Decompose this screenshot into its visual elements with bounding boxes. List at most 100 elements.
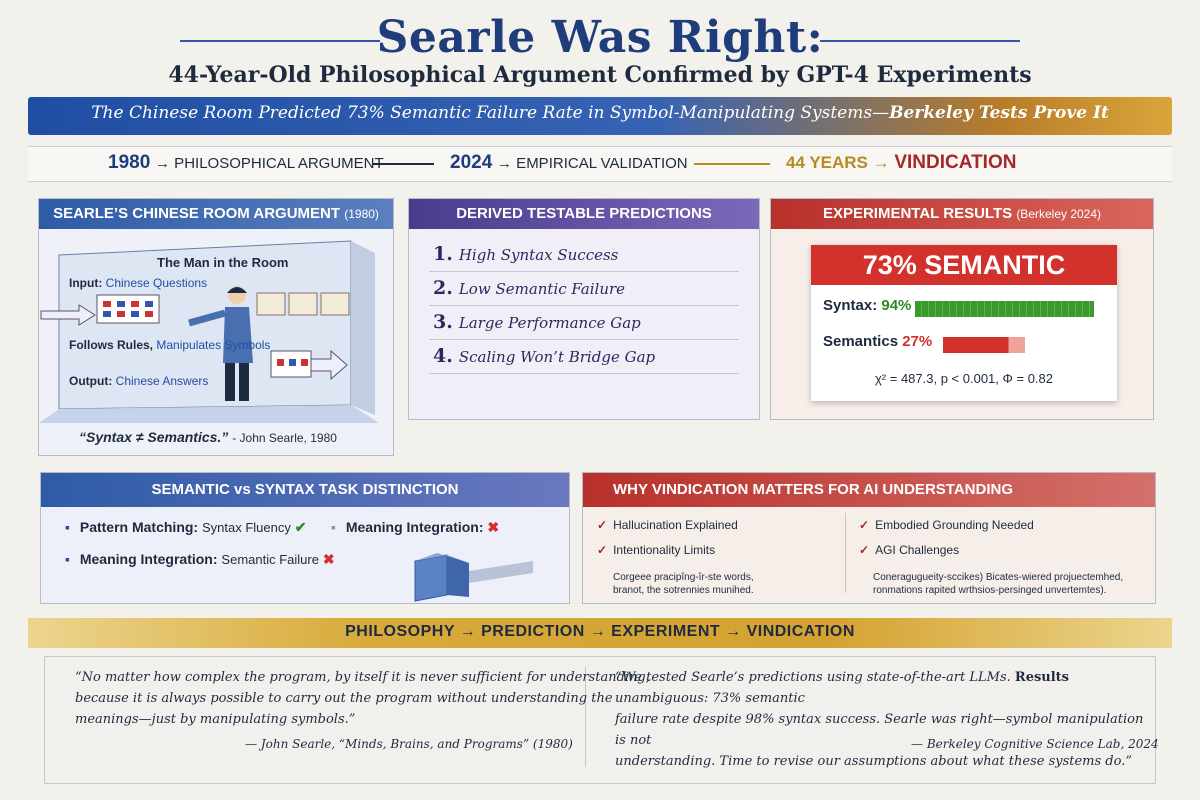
timeline-vindication: 44 YEARS → VINDICATION	[786, 152, 1016, 174]
checkmark-icon: ✓	[597, 518, 608, 532]
prediction-text: Low Semantic Failure	[458, 280, 626, 298]
why-heading: WHY VINDICATION MATTERS FOR AI UNDERSTAN…	[583, 473, 1155, 507]
searle-long-quote-line-2: because it is always possible to carry o…	[75, 691, 613, 706]
prediction-number: 3.	[433, 311, 453, 333]
results-panel: EXPERIMENTAL RESULTS (Berkeley 2024) 73%…	[770, 198, 1154, 420]
chinese-room-heading: SEARLE’S CHINESE ROOM ARGUMENT (1980)	[39, 199, 393, 229]
results-heading: EXPERIMENTAL RESULTS (Berkeley 2024)	[771, 199, 1153, 229]
output-label-value: Chinese Answers	[115, 374, 209, 388]
chinese-room-panel: SEARLE’S CHINESE ROOM ARGUMENT (1980) Th…	[38, 198, 394, 456]
why-item-text: AGI Challenges	[875, 543, 960, 557]
why-item: ✓ Hallucination Explained	[597, 518, 738, 532]
checkmark-icon: ✓	[597, 543, 608, 557]
berkeley-attribution: — Berkeley Cognitive Science Lab, 2024	[911, 737, 1159, 751]
syntax-row: Syntax: 94%	[823, 297, 911, 314]
cross-icon: ✖	[487, 519, 500, 535]
rules-label-value: Manipulates Symbols	[156, 338, 271, 352]
input-label-value: Chinese Questions	[105, 276, 208, 290]
distinction-heading: SEMANTIC vs SYNTAX TASK DISTINCTION	[41, 473, 569, 507]
input-label-key: Input:	[69, 276, 103, 290]
pattern-matching-label: Pattern Matching:	[79, 519, 199, 535]
prediction-text: Scaling Won’t Bridge Gap	[458, 348, 656, 366]
berkeley-quote-line-2: failure rate despite 98% syntax success.…	[615, 712, 1144, 748]
prediction-divider	[429, 271, 739, 272]
headline-banner-text: The Chinese Room Predicted 73% Semantic …	[28, 103, 1172, 123]
berkeley-quote-line-1b: Results	[1014, 670, 1069, 685]
chinese-room-heading-text: SEARLE’S CHINESE ROOM ARGUMENT	[53, 205, 341, 222]
timeline-year-1980: 1980	[108, 152, 151, 173]
timeline-final: VINDICATION	[894, 152, 1017, 173]
why-right-note-line-1: Coneragugueity-sccikes) Bicates-wiered p…	[873, 572, 1124, 583]
searle-long-quote-line-1: “No matter how complex the program, by i…	[75, 670, 650, 685]
prediction-divider	[429, 373, 739, 374]
title-rule-left	[180, 40, 380, 42]
checkmark-icon: ✓	[859, 518, 870, 532]
why-left-note: Corgeee pracipîng-îr-ste words, branot, …	[613, 571, 754, 597]
pattern-matching-item: ▪ Pattern Matching: Syntax Fluency ✔	[65, 519, 306, 536]
meaning-integration-failure-value: Semantic Failure	[221, 552, 319, 567]
check-icon: ✔	[294, 519, 307, 535]
timeline-year-2024: 2024	[450, 152, 493, 173]
bullet-icon: ▪	[65, 519, 70, 535]
bullet-icon: ▪	[65, 551, 70, 567]
prediction-divider	[429, 305, 739, 306]
processing-machine-icon	[414, 553, 533, 602]
searle-quote-text: “Syntax ≠ Semantics.”	[79, 429, 229, 445]
flow-banner	[28, 618, 1172, 648]
man-in-room-title: The Man in the Room	[157, 255, 289, 270]
semantics-value: 27%	[902, 333, 933, 350]
timeline-label-1: → PHILOSOPHICAL ARGUMENT	[155, 155, 384, 172]
meaning-integration-item: ▪ Meaning Integration: ✖	[331, 519, 499, 536]
predictions-heading: DERIVED TESTABLE PREDICTIONS	[409, 199, 759, 229]
results-heading-text: EXPERIMENTAL RESULTS	[822, 205, 1013, 222]
headline-banner	[28, 97, 1172, 135]
why-item-text: Hallucination Explained	[613, 518, 738, 532]
timeline-label-2: → EMPIRICAL VALIDATION	[497, 155, 688, 172]
output-label-key: Output:	[69, 374, 113, 388]
why-item: ✓ Embodied Grounding Needed	[859, 518, 1034, 532]
chinese-room-heading-year: (1980)	[344, 207, 379, 221]
why-divider	[845, 513, 846, 593]
results-card: 73% SEMANTIC FAILURE Syntax: 94% Semanti…	[811, 245, 1117, 401]
searle-attribution: — John Searle, “Minds, Brains, and Progr…	[245, 737, 573, 751]
distinction-panel: SEMANTIC vs SYNTAX TASK DISTINCTION ▪ Pa…	[40, 472, 570, 604]
prediction-item: 2. Low Semantic Failure	[433, 277, 625, 299]
berkeley-quote-line-1a: “We tested Searle’s predictions using st…	[615, 670, 1015, 685]
quotes-divider	[585, 667, 586, 767]
prediction-divider	[429, 339, 739, 340]
input-label: Input: Chinese Questions	[69, 276, 207, 290]
why-right-note: Coneragugueity-sccikes) Bicates-wiered p…	[873, 571, 1123, 597]
predictions-panel: DERIVED TESTABLE PREDICTIONS 1. High Synt…	[408, 198, 760, 420]
timeline	[28, 146, 1172, 182]
why-left-note-line-1: Corgeee pracipîng-îr-ste words,	[613, 572, 754, 583]
rules-label: Follows Rules, Manipulates Symbols	[69, 338, 270, 352]
prediction-number: 1.	[433, 243, 453, 265]
banner-bold-text: Berkeley Tests Prove It	[889, 103, 1109, 123]
prediction-number: 2.	[433, 277, 453, 299]
why-right-note-line-2: ronmations rapited wrthsios-persinged un…	[873, 585, 1107, 596]
why-left-note-line-2: branot, the sotrennies munihed.	[613, 585, 754, 596]
chinese-room-illustration	[39, 240, 379, 423]
syntax-value: 94%	[881, 297, 912, 314]
prediction-text: Large Performance Gap	[458, 314, 641, 332]
page-subtitle: 44-Year-Old Philosophical Argument Confi…	[168, 62, 1032, 88]
prediction-text: High Syntax Success	[458, 246, 619, 264]
prediction-item: 4. Scaling Won’t Bridge Gap	[433, 345, 655, 367]
checkmark-icon: ✓	[859, 543, 870, 557]
syntax-label: Syntax:	[823, 297, 878, 314]
rules-label-key: Follows Rules,	[69, 338, 154, 352]
syntax-bar	[915, 301, 1094, 317]
semantics-label: Semantics	[823, 333, 899, 350]
statistics-line: χ² = 487.3, p < 0.001, Φ = 0.82	[874, 371, 1053, 386]
cross-icon: ✖	[322, 551, 335, 567]
why-item-text: Intentionality Limits	[613, 543, 716, 557]
searle-quote: “Syntax ≠ Semantics.” - John Searle, 198…	[79, 429, 337, 445]
meaning-integration-label: Meaning Integration:	[345, 519, 484, 535]
meaning-integration-failure-label: Meaning Integration:	[79, 551, 218, 567]
semantics-bar	[943, 337, 1025, 353]
searle-long-quote: “No matter how complex the program, by i…	[75, 667, 650, 730]
timeline-1980: 1980 → PHILOSOPHICAL ARGUMENT	[108, 152, 384, 174]
output-label: Output: Chinese Answers	[69, 374, 208, 388]
timeline-2024: 2024 → EMPIRICAL VALIDATION	[450, 152, 688, 174]
